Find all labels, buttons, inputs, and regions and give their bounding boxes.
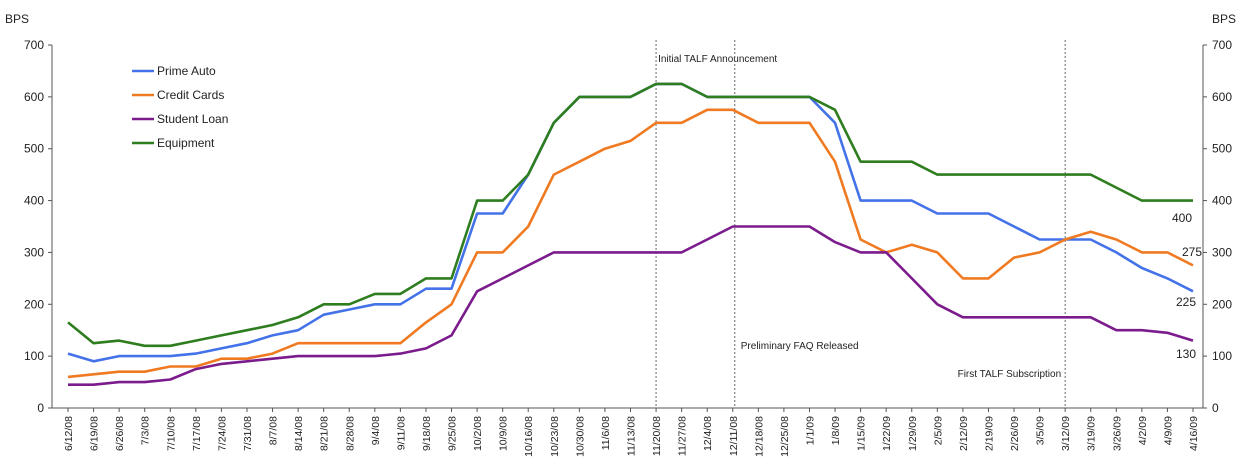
x-tick-label: 10/16/08	[523, 416, 535, 457]
x-tick-label: 12/25/08	[779, 416, 791, 457]
x-tick-label: 4/2/09	[1137, 416, 1149, 445]
end-value-label: 400	[1172, 211, 1192, 225]
x-tick-label: 10/2/08	[472, 416, 484, 451]
x-tick-label: 6/12/08	[63, 416, 75, 451]
left-y-tick-label: 300	[24, 245, 44, 259]
event-annotation: First TALF Subscription	[958, 369, 1062, 380]
x-tick-label: 1/29/09	[907, 416, 919, 451]
right-y-tick-label: 200	[1212, 297, 1232, 311]
x-tick-label: 3/26/09	[1111, 416, 1123, 451]
x-tick-label: 4/9/09	[1162, 416, 1174, 445]
x-tick-label: 4/16/09	[1188, 416, 1200, 451]
event-annotation: Initial TALF Announcement	[658, 54, 777, 65]
right-y-tick-label: 700	[1212, 38, 1232, 52]
right-y-tick-label: 0	[1212, 401, 1219, 415]
x-tick-label: 7/31/08	[242, 416, 254, 451]
series-line-student-loan	[68, 225, 1194, 387]
x-tick-label: 1/8/09	[830, 416, 842, 445]
x-tick-label: 11/13/08	[626, 416, 638, 456]
x-tick-label: 9/4/08	[370, 416, 382, 445]
right-y-tick-label: 300	[1212, 245, 1232, 259]
right-y-tick-label: 100	[1212, 349, 1232, 363]
left-axis-unit-label: BPS	[5, 12, 29, 26]
x-tick-label: 9/11/08	[395, 416, 407, 450]
x-tick-label: 7/24/08	[216, 416, 228, 451]
series-line-credit-cards	[67, 108, 1194, 379]
x-tick-label: 1/22/09	[881, 416, 893, 451]
x-tick-label: 12/4/08	[702, 416, 714, 451]
left-y-tick-label: 200	[24, 297, 44, 311]
x-tick-label: 9/18/08	[421, 416, 433, 451]
left-y-tick-label: 700	[24, 38, 44, 52]
left-y-tick-label: 100	[24, 349, 44, 363]
x-tick-label: 11/6/08	[600, 416, 612, 450]
x-tick-label: 3/5/09	[1035, 416, 1047, 445]
x-tick-label: 9/25/08	[447, 416, 459, 451]
x-tick-label: 10/9/08	[498, 416, 510, 451]
x-tick-label: 8/21/08	[319, 416, 331, 451]
right-y-tick-label: 400	[1212, 194, 1232, 208]
x-tick-label: 10/30/08	[574, 416, 586, 457]
x-tick-label: 3/19/09	[1086, 416, 1098, 451]
legend-label: Prime Auto	[157, 64, 216, 78]
x-tick-label: 12/18/08	[753, 416, 765, 457]
x-tick-label: 8/14/08	[293, 416, 305, 451]
left-y-tick-label: 500	[24, 142, 44, 156]
end-value-label: 225	[1176, 295, 1196, 309]
x-tick-label: 8/28/08	[344, 416, 356, 451]
legend-label: Student Loan	[157, 112, 228, 126]
x-tick-label: 1/1/09	[804, 416, 816, 445]
series-line-equipment	[67, 82, 1193, 348]
end-value-label: 275	[1182, 245, 1202, 259]
series-line-prime-auto	[67, 82, 1194, 363]
x-tick-label: 1/15/09	[856, 416, 868, 451]
left-y-tick-label: 400	[24, 194, 44, 208]
legend-label: Credit Cards	[157, 88, 224, 102]
x-tick-label: 7/17/08	[191, 416, 203, 451]
x-tick-label: 2/5/09	[932, 416, 944, 445]
legend-label: Equipment	[157, 136, 215, 150]
x-tick-label: 7/3/08	[140, 416, 152, 445]
x-tick-label: 2/12/09	[958, 416, 970, 451]
x-tick-label: 8/7/08	[268, 416, 280, 445]
right-y-tick-label: 500	[1212, 142, 1232, 156]
right-axis-unit-label: BPS	[1212, 12, 1236, 26]
x-tick-label: 3/12/09	[1060, 416, 1072, 451]
x-tick-label: 2/19/09	[983, 416, 995, 451]
end-value-label: 130	[1176, 347, 1196, 361]
left-y-tick-label: 0	[37, 401, 44, 415]
left-y-tick-label: 600	[24, 90, 44, 104]
x-tick-label: 2/26/09	[1009, 416, 1021, 451]
x-tick-label: 6/19/08	[89, 416, 101, 451]
x-tick-label: 11/27/08	[677, 416, 689, 456]
right-y-tick-label: 600	[1212, 90, 1232, 104]
event-annotation: Preliminary FAQ Released	[741, 341, 859, 352]
x-tick-label: 7/10/08	[165, 416, 177, 451]
x-tick-label: 10/23/08	[549, 416, 561, 457]
x-tick-label: 6/26/08	[114, 416, 126, 451]
x-tick-label: 11/20/08	[651, 416, 663, 456]
x-tick-label: 12/11/08	[728, 416, 740, 456]
